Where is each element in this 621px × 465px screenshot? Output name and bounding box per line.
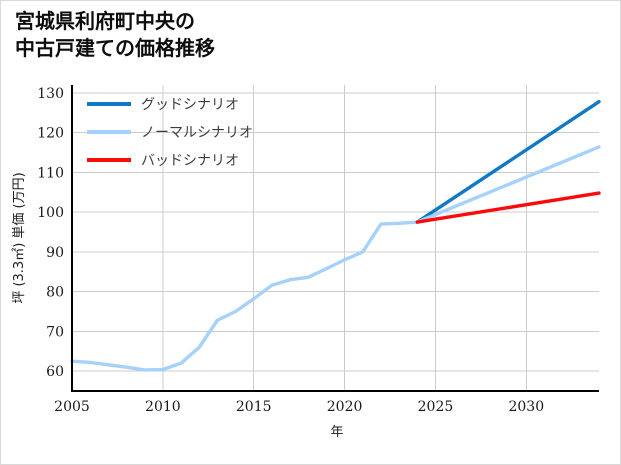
y-tick-label: 120 bbox=[37, 126, 64, 142]
y-tick-label: 80 bbox=[46, 285, 64, 301]
y-axis-title: 坪 (3.3㎡) 単価 (万円) bbox=[11, 172, 27, 303]
series-line-0 bbox=[415, 99, 601, 224]
series-group bbox=[70, 99, 601, 372]
y-tick-label: 110 bbox=[37, 165, 64, 181]
y-tick-labels-group: 60 70 80 90 100 110 120 130 bbox=[37, 86, 64, 380]
axis-spines bbox=[70, 85, 599, 393]
y-tick-label: 90 bbox=[46, 245, 64, 261]
y-tick-label: 130 bbox=[37, 86, 64, 102]
page-title: 宮城県利府町中央の 中古戸建ての価格推移 bbox=[15, 11, 215, 60]
legend-label-2[interactable]: バッドシナリオ bbox=[141, 153, 239, 169]
x-axis-title: 年 bbox=[330, 425, 343, 440]
x-tick-label: 2025 bbox=[418, 399, 454, 415]
gridlines-group bbox=[71, 85, 599, 391]
y-tick-label: 60 bbox=[46, 364, 64, 380]
x-tick-labels-group: 2005 2010 2015 2020 2025 2030 bbox=[54, 399, 544, 415]
legend-label-1[interactable]: ノーマルシナリオ bbox=[141, 125, 253, 141]
y-tick-label: 70 bbox=[46, 324, 64, 340]
y-tick-label: 100 bbox=[37, 205, 64, 221]
legend-label-0[interactable]: グッドシナリオ bbox=[141, 97, 239, 113]
series-line-2 bbox=[415, 191, 601, 224]
x-tick-label: 2015 bbox=[236, 399, 272, 415]
x-tick-label: 2005 bbox=[54, 399, 90, 415]
x-tick-label: 2030 bbox=[508, 399, 544, 415]
x-tick-label: 2020 bbox=[327, 399, 363, 415]
x-tick-label: 2010 bbox=[145, 399, 181, 415]
series-line-1 bbox=[70, 145, 601, 372]
